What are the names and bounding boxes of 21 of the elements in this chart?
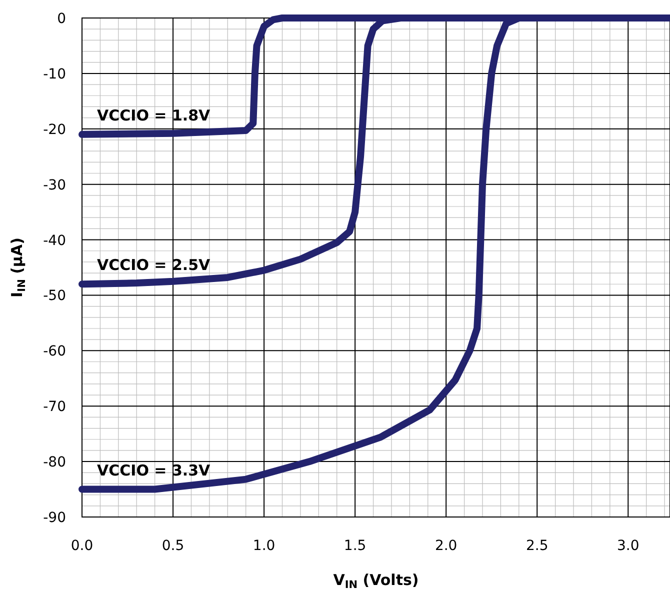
y-tick-label: -40 bbox=[43, 232, 66, 249]
y-tick-label: -50 bbox=[43, 288, 66, 304]
x-tick-label: 0.0 bbox=[70, 538, 94, 554]
series-label: VCCIO = 1.8V bbox=[97, 106, 211, 124]
x-tick-label: 1.5 bbox=[344, 538, 366, 554]
series-label: VCCIO = 2.5V bbox=[97, 256, 211, 274]
y-tick-label: -70 bbox=[43, 399, 66, 416]
x-tick-label: 2.0 bbox=[434, 538, 458, 554]
y-tick-label: -20 bbox=[43, 122, 66, 138]
series-label: VCCIO = 3.3V bbox=[97, 461, 211, 480]
x-tick-label: 3.0 bbox=[616, 538, 640, 554]
x-axis-title: V$_{IN}$ (Volts) bbox=[333, 571, 419, 590]
x-tick-label: 1.0 bbox=[252, 538, 276, 554]
x-tick-label: 2.5 bbox=[526, 538, 548, 554]
y-tick-label: -10 bbox=[43, 66, 66, 82]
y-tick-label: -60 bbox=[43, 344, 66, 360]
y-tick-label: 0 bbox=[57, 11, 66, 27]
y-tick-label: -80 bbox=[43, 454, 66, 471]
x-tick-label: 0.5 bbox=[162, 538, 184, 554]
y-tick-label: -90 bbox=[43, 510, 66, 526]
y-tick-label: -30 bbox=[43, 177, 66, 194]
